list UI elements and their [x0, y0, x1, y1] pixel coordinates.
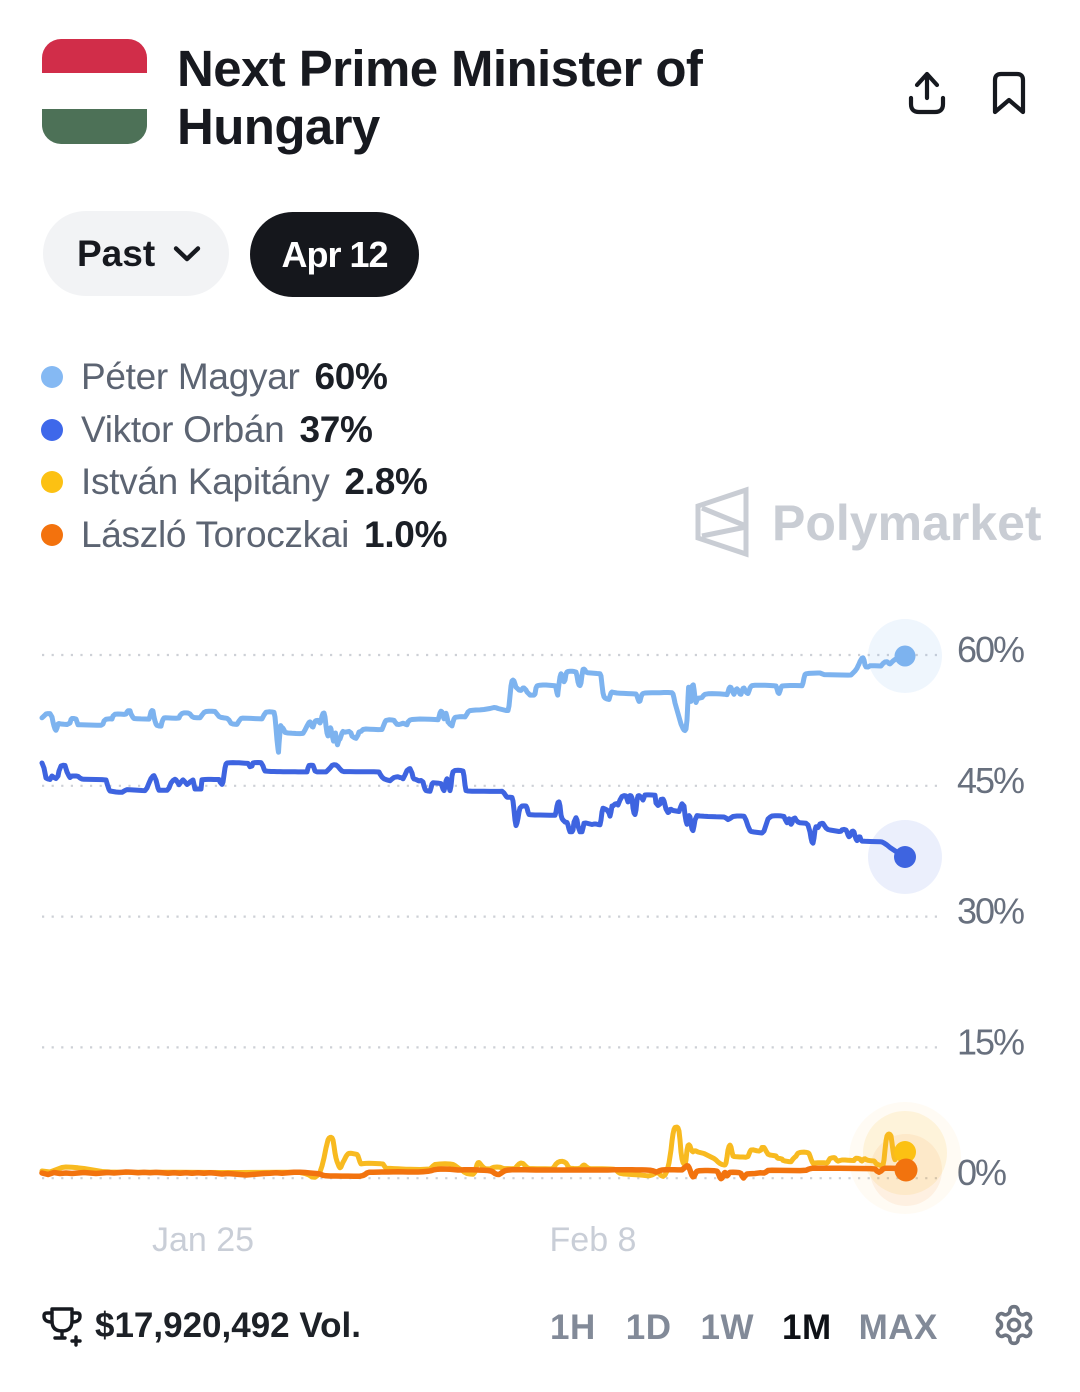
svg-text:45%: 45% [957, 760, 1024, 801]
svg-text:0%: 0% [957, 1152, 1006, 1193]
svg-text:15%: 15% [957, 1021, 1024, 1062]
svg-text:30%: 30% [957, 891, 1024, 932]
svg-text:Feb 8: Feb 8 [550, 1221, 637, 1259]
svg-text:Jan 25: Jan 25 [152, 1221, 254, 1259]
svg-text:60%: 60% [957, 629, 1024, 670]
